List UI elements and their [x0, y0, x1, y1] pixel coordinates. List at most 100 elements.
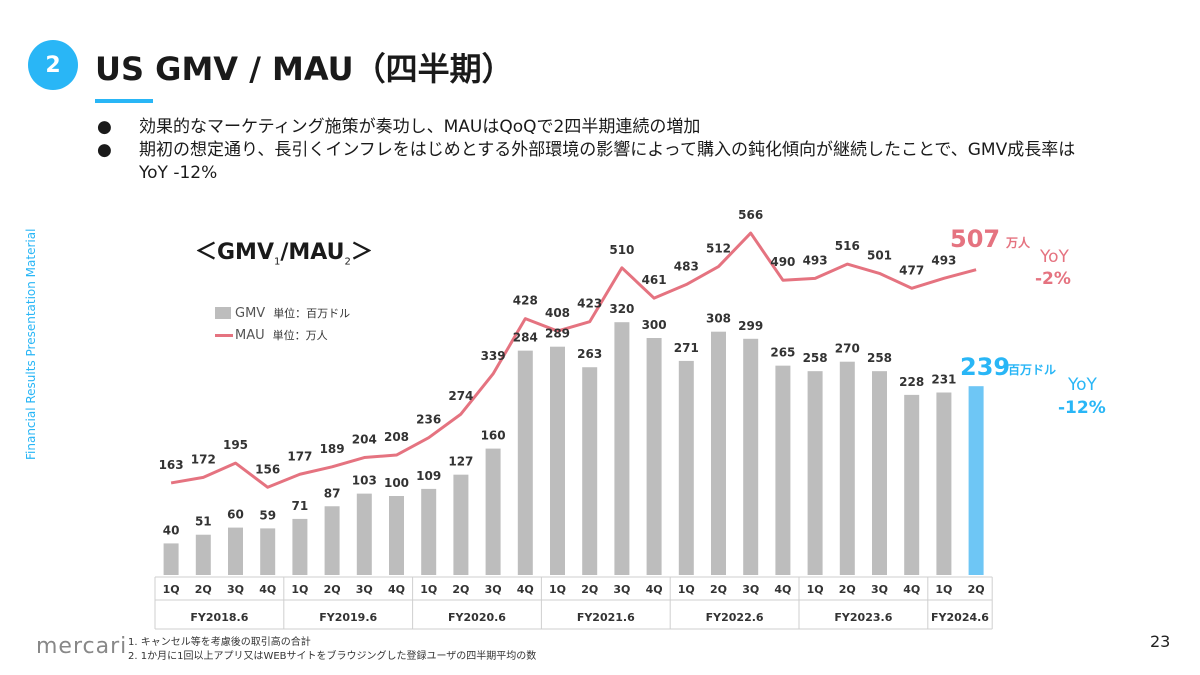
page-number: 23 — [1150, 632, 1171, 651]
quarter-tick-label: 2Q — [452, 583, 469, 596]
legend-gmv-name: GMV — [235, 305, 266, 321]
gmv-bar — [356, 493, 372, 575]
gmv-bar — [968, 386, 984, 575]
fiscal-year-label: FY2018.6 — [190, 611, 248, 624]
gmv-bar — [389, 496, 404, 575]
mau-value-label: 428 — [513, 294, 538, 308]
quarter-tick-label: 2Q — [839, 583, 856, 596]
mau-value-label: 339 — [481, 349, 506, 363]
quarter-tick-label: 2Q — [710, 583, 727, 596]
fiscal-year-label: FY2024.6 — [931, 611, 989, 624]
mau-value-label: 490 — [770, 255, 795, 269]
quarter-tick-label: 2Q — [581, 583, 598, 596]
mau-value-label: 501 — [867, 248, 892, 262]
gmv-value-label: 160 — [481, 429, 506, 443]
quarter-tick-label: 2Q — [324, 583, 341, 596]
chart-title-open: ＜GMV — [195, 240, 274, 265]
mau-value-label: 423 — [577, 297, 602, 311]
callouts: 507 万人 YoY -2% 239 百万ドル YoY -12% — [950, 225, 1106, 418]
quarter-tick-label: 3Q — [871, 583, 888, 596]
mau-value-label: 408 — [545, 306, 570, 320]
mau-value-label: 477 — [899, 263, 924, 277]
gmv-value-label: 284 — [513, 331, 538, 345]
mau-value-label: 189 — [320, 442, 345, 456]
mau-latest-unit: 万人 — [1005, 235, 1031, 250]
fiscal-year-label: FY2019.6 — [319, 611, 377, 624]
legend-mau-name: MAU — [235, 327, 265, 343]
gmv-value-label: 308 — [706, 312, 731, 326]
mau-value-label: 461 — [642, 273, 667, 287]
gmv-value-label: 100 — [384, 476, 409, 490]
gmv-value-label: 320 — [609, 302, 634, 316]
mau-value-label: 163 — [159, 458, 184, 472]
gmv-bar — [260, 528, 276, 575]
gmv-value-label: 263 — [577, 347, 602, 361]
gmv-bar — [550, 346, 565, 575]
quarter-tick-label: 3Q — [742, 583, 759, 596]
gmv-bar — [517, 350, 533, 575]
quarter-tick-label: 4Q — [517, 583, 534, 596]
gmv-value-label: 228 — [899, 375, 924, 389]
gmv-value-label: 271 — [674, 341, 699, 355]
mau-value-label: 172 — [191, 452, 216, 466]
gmv-value-label: 270 — [835, 342, 860, 356]
gmv-bar — [775, 365, 791, 575]
mau-yoy-value: -2% — [1035, 269, 1071, 289]
footnote-ref-2: 2 — [344, 256, 351, 268]
mau-value-label: 177 — [287, 449, 312, 463]
gmv-bar — [807, 371, 823, 575]
bullet-marker: ● — [97, 140, 112, 160]
gmv-bar — [711, 331, 726, 575]
footnote-2: 2. 1か月に1回以上アプリ又はWEBサイトをブラウジングした登録ユーザの四半期… — [128, 651, 537, 662]
quarter-tick-label: 1Q — [807, 583, 824, 596]
legend-gmv-swatch — [215, 307, 231, 319]
legend-gmv: GMV 単位：百万ドル — [215, 302, 350, 324]
footnotes: 1. キャンセル等を考慮後の取引高の合計 2. 1か月に1回以上アプリ又はWEB… — [128, 636, 536, 664]
mau-value-label: 208 — [384, 430, 409, 444]
mau-line-group — [170, 231, 977, 489]
gmv-bar — [904, 394, 920, 575]
value-labels: 40 51 60 59 71 87 103 100 109 127 160 284 289 263 320 3… — [159, 208, 957, 537]
title-underline — [95, 99, 153, 103]
mau-value-label: 493 — [803, 253, 828, 267]
mau-value-label: 493 — [931, 253, 956, 267]
fiscal-year-label: FY2022.6 — [706, 611, 764, 624]
gmv-bar — [936, 392, 952, 575]
bullet-text: 期初の想定通り、長引くインフレをはじめとする外部環境の影響によって購入の鈍化傾向… — [139, 140, 1076, 183]
mau-value-label: 483 — [674, 260, 699, 274]
gmv-bar — [582, 367, 598, 575]
quarter-tick-label: 3Q — [227, 583, 244, 596]
gmv-bar — [839, 361, 855, 575]
gmv-bar — [195, 534, 211, 575]
quarter-tick-label: 4Q — [388, 583, 405, 596]
mau-value-label: 204 — [352, 433, 377, 447]
section-number-badge: 2 — [28, 40, 78, 90]
gmv-bar — [421, 488, 437, 575]
gmv-value-label: 87 — [324, 486, 341, 500]
gmv-bar — [324, 506, 340, 575]
gmv-value-label: 51 — [195, 515, 212, 529]
gmv-value-label: 103 — [352, 474, 377, 488]
quarter-tick-label: 1Q — [935, 583, 952, 596]
gmv-bar — [292, 518, 308, 575]
mau-value-label: 510 — [609, 243, 634, 257]
gmv-bar — [678, 360, 694, 575]
gmv-bar — [163, 543, 179, 575]
quarter-tick-label: 4Q — [646, 583, 663, 596]
gmv-latest-value: 239 — [960, 353, 1010, 381]
gmv-value-label: 59 — [259, 508, 276, 522]
mercari-logo: mercari — [36, 634, 128, 659]
mau-value-label: 516 — [835, 239, 860, 253]
gmv-value-label: 231 — [931, 373, 956, 387]
fiscal-year-label: FY2020.6 — [448, 611, 506, 624]
footnote-1: 1. キャンセル等を考慮後の取引高の合計 — [128, 637, 311, 648]
gmv-bar — [485, 448, 501, 575]
bullet-text: 効果的なマーケティング施策が奏功し、MAUはQoQで2四半期連続の増加 — [139, 117, 701, 137]
quarter-tick-label: 4Q — [259, 583, 276, 596]
footnote-ref-1: 1 — [273, 256, 281, 268]
quarter-tick-label: 3Q — [485, 583, 502, 596]
mau-latest-value: 507 — [950, 225, 1000, 253]
gmv-value-label: 289 — [545, 327, 570, 341]
gmv-value-label: 109 — [416, 469, 441, 483]
